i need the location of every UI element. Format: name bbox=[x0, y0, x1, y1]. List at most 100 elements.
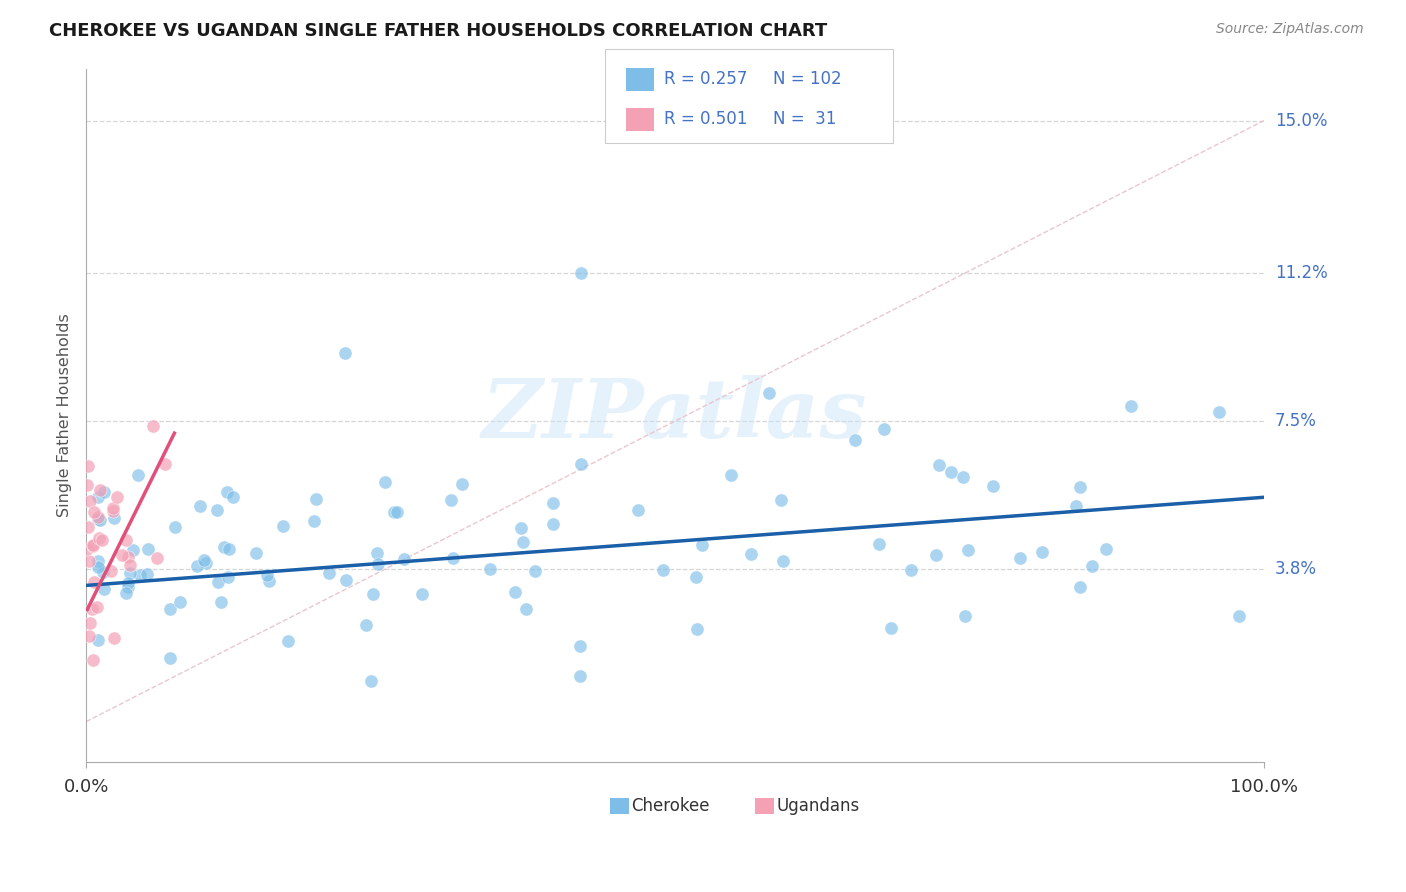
Point bbox=[83, 574, 105, 589]
Point bbox=[509, 521, 531, 535]
Point bbox=[79, 616, 101, 631]
Point bbox=[569, 266, 592, 280]
Point bbox=[115, 533, 138, 548]
Point bbox=[503, 585, 526, 599]
Point bbox=[515, 602, 537, 616]
Point bbox=[385, 505, 408, 519]
Point bbox=[367, 557, 389, 571]
Point bbox=[873, 422, 896, 436]
Text: Cherokee: Cherokee bbox=[631, 797, 710, 815]
Point bbox=[215, 485, 238, 500]
Text: R = 0.257: R = 0.257 bbox=[664, 70, 747, 88]
Point bbox=[115, 586, 138, 600]
Point bbox=[720, 467, 742, 482]
Point bbox=[218, 542, 240, 557]
Point bbox=[101, 500, 124, 515]
Point bbox=[120, 566, 142, 580]
Point bbox=[440, 492, 463, 507]
Text: Ugandans: Ugandans bbox=[776, 797, 859, 815]
Point bbox=[89, 513, 111, 527]
Point bbox=[627, 503, 650, 517]
FancyBboxPatch shape bbox=[610, 798, 628, 814]
Point bbox=[394, 552, 416, 566]
Point bbox=[76, 542, 98, 557]
Point bbox=[685, 569, 707, 583]
Point bbox=[186, 559, 208, 574]
Point bbox=[1095, 542, 1118, 557]
Point bbox=[76, 459, 98, 474]
Text: 3.8%: 3.8% bbox=[1275, 560, 1317, 578]
Point bbox=[122, 542, 145, 557]
Point bbox=[1119, 400, 1142, 414]
Point bbox=[86, 599, 108, 614]
Point bbox=[145, 551, 167, 566]
Point bbox=[758, 386, 780, 401]
Point bbox=[87, 560, 110, 574]
Point bbox=[93, 485, 115, 500]
Point bbox=[981, 479, 1004, 493]
Point bbox=[1064, 499, 1087, 513]
Point bbox=[302, 514, 325, 528]
Point bbox=[87, 510, 110, 524]
Point bbox=[952, 470, 974, 484]
Point bbox=[769, 493, 792, 508]
Point bbox=[928, 458, 950, 473]
Point bbox=[120, 558, 142, 573]
Point bbox=[366, 546, 388, 560]
Point bbox=[271, 519, 294, 533]
Point bbox=[569, 639, 592, 653]
Point bbox=[159, 651, 181, 665]
Point bbox=[318, 566, 340, 580]
Point bbox=[193, 552, 215, 566]
Point bbox=[87, 512, 110, 526]
Point bbox=[1010, 550, 1032, 565]
Text: ZIPatlas: ZIPatlas bbox=[482, 376, 868, 455]
Point bbox=[80, 602, 103, 616]
Point bbox=[956, 542, 979, 557]
Point bbox=[335, 574, 357, 588]
Point bbox=[87, 554, 110, 568]
Point bbox=[1227, 609, 1250, 624]
Point bbox=[82, 653, 104, 667]
Point bbox=[1069, 580, 1091, 594]
Point bbox=[103, 631, 125, 645]
Point bbox=[117, 576, 139, 591]
Point bbox=[1080, 558, 1102, 573]
Point bbox=[101, 504, 124, 518]
Point bbox=[195, 556, 218, 570]
Point bbox=[127, 468, 149, 483]
Point bbox=[212, 540, 235, 554]
Text: 11.2%: 11.2% bbox=[1275, 264, 1327, 282]
Text: CHEROKEE VS UGANDAN SINGLE FATHER HOUSEHOLDS CORRELATION CHART: CHEROKEE VS UGANDAN SINGLE FATHER HOUSEH… bbox=[49, 22, 828, 40]
Point bbox=[569, 457, 592, 471]
Point bbox=[1208, 405, 1230, 419]
Point bbox=[277, 634, 299, 648]
Point bbox=[117, 580, 139, 594]
Point bbox=[155, 457, 177, 471]
Point bbox=[105, 490, 128, 504]
Text: 15.0%: 15.0% bbox=[1275, 112, 1327, 129]
Text: Source: ZipAtlas.com: Source: ZipAtlas.com bbox=[1216, 22, 1364, 37]
Point bbox=[1031, 545, 1053, 559]
Point bbox=[79, 493, 101, 508]
Point bbox=[772, 554, 794, 568]
Point bbox=[384, 505, 406, 519]
Point bbox=[257, 574, 280, 589]
Point bbox=[411, 587, 433, 601]
Point bbox=[207, 574, 229, 589]
Point bbox=[76, 477, 98, 491]
Point bbox=[222, 490, 245, 504]
Point bbox=[217, 570, 239, 584]
Point bbox=[651, 563, 673, 577]
Point bbox=[686, 623, 709, 637]
Point bbox=[354, 618, 377, 632]
Point bbox=[541, 517, 564, 532]
Point bbox=[111, 548, 134, 562]
Point bbox=[207, 503, 229, 517]
Point bbox=[89, 483, 111, 497]
Point bbox=[568, 669, 591, 683]
Point bbox=[117, 549, 139, 564]
Point bbox=[1069, 480, 1091, 494]
Point bbox=[209, 595, 232, 609]
Point bbox=[245, 546, 267, 560]
